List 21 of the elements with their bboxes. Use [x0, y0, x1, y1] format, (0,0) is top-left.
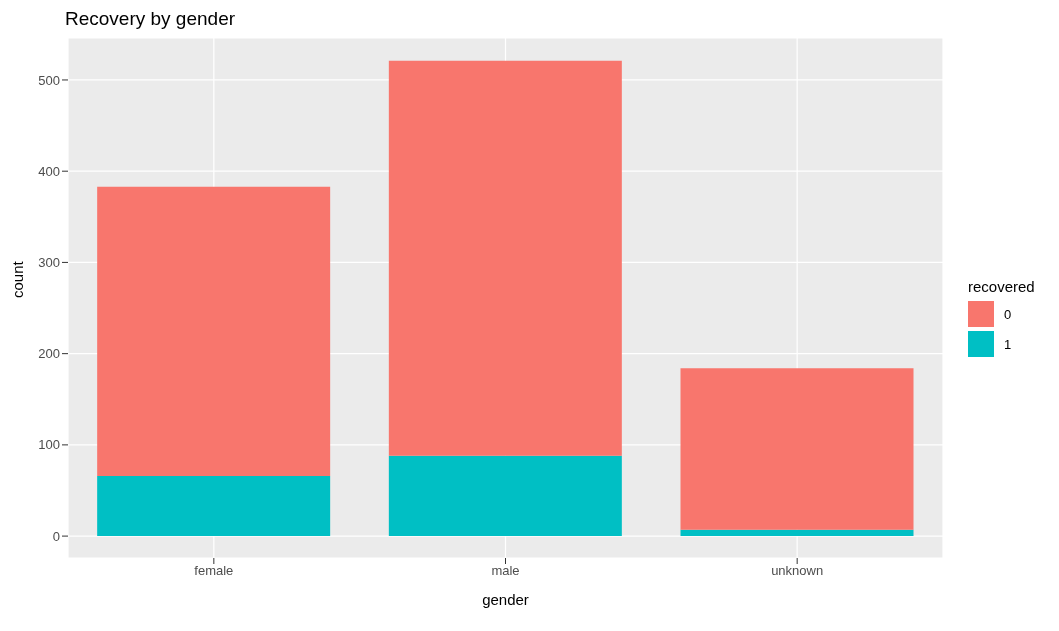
x-tick-label: female	[194, 563, 234, 579]
y-tick-label: 100	[38, 437, 60, 453]
bar	[680, 529, 914, 537]
bar	[97, 186, 331, 476]
legend-title: recovered	[968, 278, 1035, 295]
x-tick-label: unknown	[771, 563, 824, 579]
bar	[388, 455, 622, 537]
legend-label: 0	[1004, 306, 1012, 322]
x-tick-label: male	[491, 563, 520, 579]
chart-title: Recovery by gender	[64, 8, 237, 31]
legend-label: 1	[1004, 336, 1012, 352]
y-tick-label: 500	[38, 72, 60, 88]
x-axis-title: gender	[482, 591, 529, 608]
y-tick-label: 300	[38, 255, 60, 271]
y-tick-label: 200	[38, 346, 60, 362]
bar	[388, 60, 622, 456]
y-tick-label: 400	[38, 163, 60, 179]
y-axis-title: count	[9, 260, 27, 298]
y-tick-label: 0	[52, 528, 60, 544]
bar	[680, 368, 914, 530]
bar	[97, 475, 331, 537]
